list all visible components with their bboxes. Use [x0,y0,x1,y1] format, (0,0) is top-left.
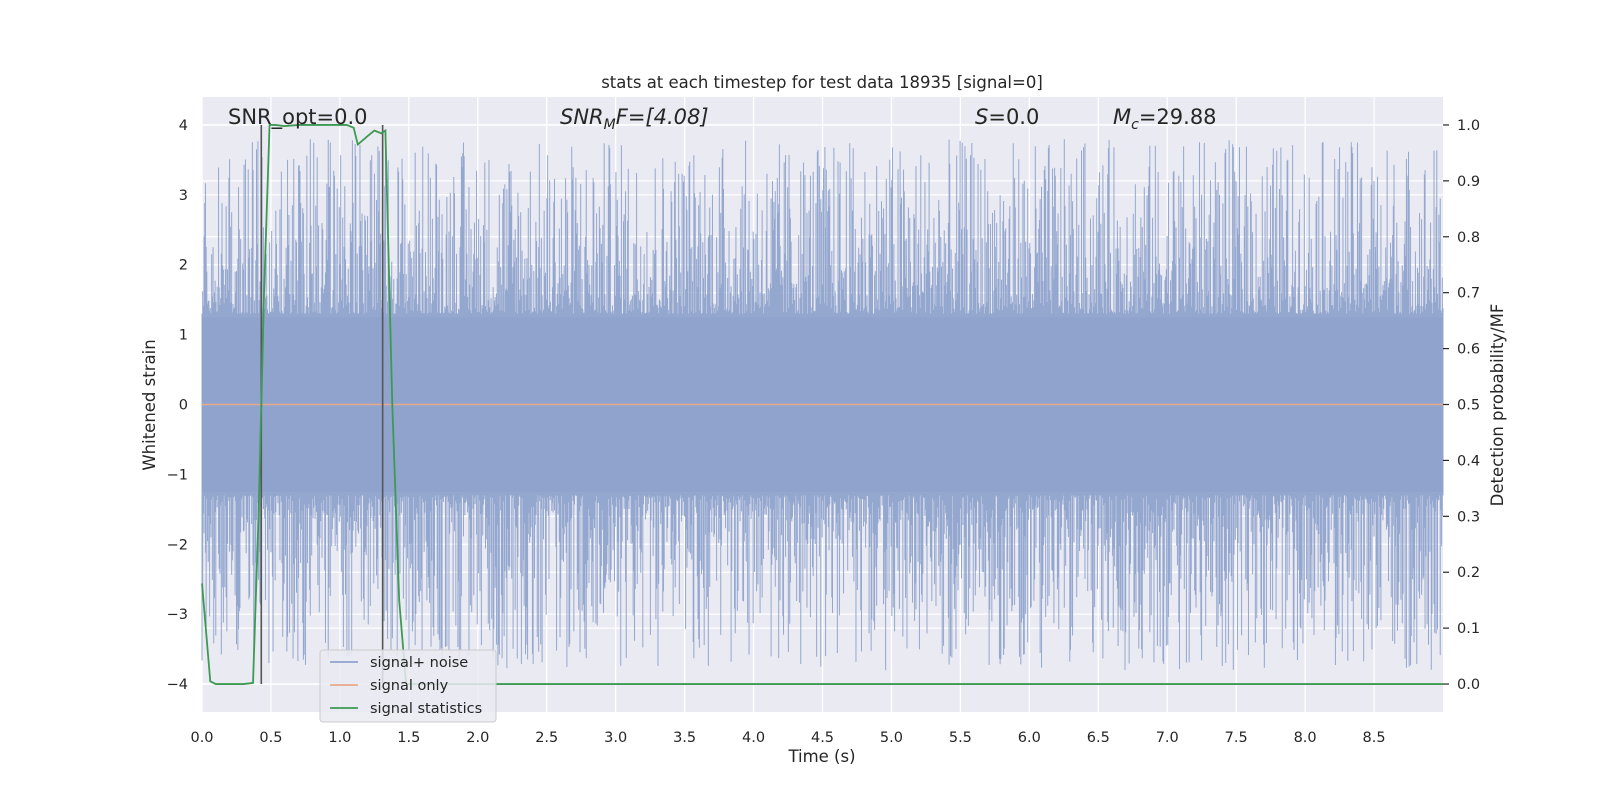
y-left-tick-label-8: 4 [179,118,188,134]
x-tick-label-10: 5.0 [880,730,903,746]
x-tick-label-14: 7.0 [1156,730,1179,746]
y-left-tick-label-3: −1 [167,467,188,483]
legend-box [319,649,497,723]
y-left-tick-label-1: −3 [167,607,188,623]
signal-statistics-line [201,124,1443,685]
y-right-tick-label-5: 0.5 [1457,398,1480,414]
x-tick-label-12: 6.0 [1018,730,1041,746]
y-right-tick-labels: 0.0 0.1 0.2 0.3 0.4 0.5 0.6 0.7 0.8 0.9 1.0 [1443,118,1480,693]
x-tick-label-17: 8.5 [1363,730,1386,746]
annotation-mc-prefix: M [1113,105,1131,129]
x-tick-label-3: 1.5 [397,730,420,746]
x-tick-label-16: 8.0 [1294,730,1317,746]
x-tick-label-4: 2.0 [466,730,489,746]
legend-label-signal-noise: signal+ noise [370,655,468,671]
annotation-mc-value: =29.88 [1139,105,1217,129]
y-right-tick-label-1: 0.1 [1457,621,1480,637]
chart-title: stats at each timestep for test data 189… [601,73,1043,92]
y-left-tick-label-7: 3 [179,188,188,204]
legend-label-signal-only: signal only [370,678,449,694]
y-left-tick-label-5: 1 [179,328,188,344]
annotation-s-prefix: S [975,105,988,129]
y-left-tick-labels: −4 −3 −2 −1 0 1 2 3 4 [167,118,188,693]
x-tick-label-1: 0.5 [259,730,282,746]
y-right-tick-label-2: 0.2 [1457,565,1480,581]
y-right-tick-label-7: 0.7 [1457,286,1480,302]
annotation-mc: Mc=29.88 [1113,105,1217,133]
annotation-snr-mf-sub: M [604,117,616,133]
x-axis-label: Time (s) [787,747,855,766]
annotation-s: S=0.0 [975,105,1039,129]
legend: signal+ noise signal only signal statist… [319,649,497,723]
x-tick-label-8: 4.0 [742,730,765,746]
x-tick-label-6: 3.0 [604,730,627,746]
y-right-axis-label: Detection probability/MF [1488,304,1507,507]
y-right-tick-label-3: 0.3 [1457,509,1480,525]
y-right-tick-label-9: 0.9 [1457,174,1480,190]
x-tick-label-0: 0.0 [190,730,213,746]
x-tick-label-5: 2.5 [535,730,558,746]
x-tick-label-15: 7.5 [1225,730,1248,746]
line-series [201,124,1443,685]
y-right-tick-label-10: 1.0 [1457,118,1480,134]
y-left-tick-label-2: −2 [167,537,188,553]
y-left-axis-label: Whitened strain [140,339,159,470]
x-tick-label-9: 4.5 [811,730,834,746]
annotation-mc-sub: c [1131,117,1139,133]
x-tick-labels: 0.0 0.5 1.0 1.5 2.0 2.5 3.0 3.5 4.0 4.5 5.0 5.5 6.0 6… [190,730,1385,746]
x-tick-label-11: 5.5 [949,730,972,746]
x-tick-label-13: 6.5 [1087,730,1110,746]
legend-label-signal-statistics: signal statistics [370,701,482,717]
y-right-tick-label-8: 0.8 [1457,230,1480,246]
x-tick-label-7: 3.5 [673,730,696,746]
y-right-tick-label-0: 0.0 [1457,677,1480,693]
y-right-tick-label-6: 0.6 [1457,342,1480,358]
x-tick-label-2: 1.0 [328,730,351,746]
annotation-snr-mf: SNRMF=[4.08] [560,105,709,133]
annotation-snr-mf-prefix: SNR [560,105,604,129]
annotation-s-value: =0.0 [988,105,1039,129]
annotation-snr-opt: SNR_opt=0.0 [228,105,368,130]
y-right-tick-label-4: 0.4 [1457,453,1480,469]
y-left-tick-label-0: −4 [167,677,188,693]
y-left-tick-label-4: 0 [179,398,188,414]
y-left-tick-label-6: 2 [179,258,188,274]
annotation-snr-mf-f: F=[4.08] [616,105,709,129]
